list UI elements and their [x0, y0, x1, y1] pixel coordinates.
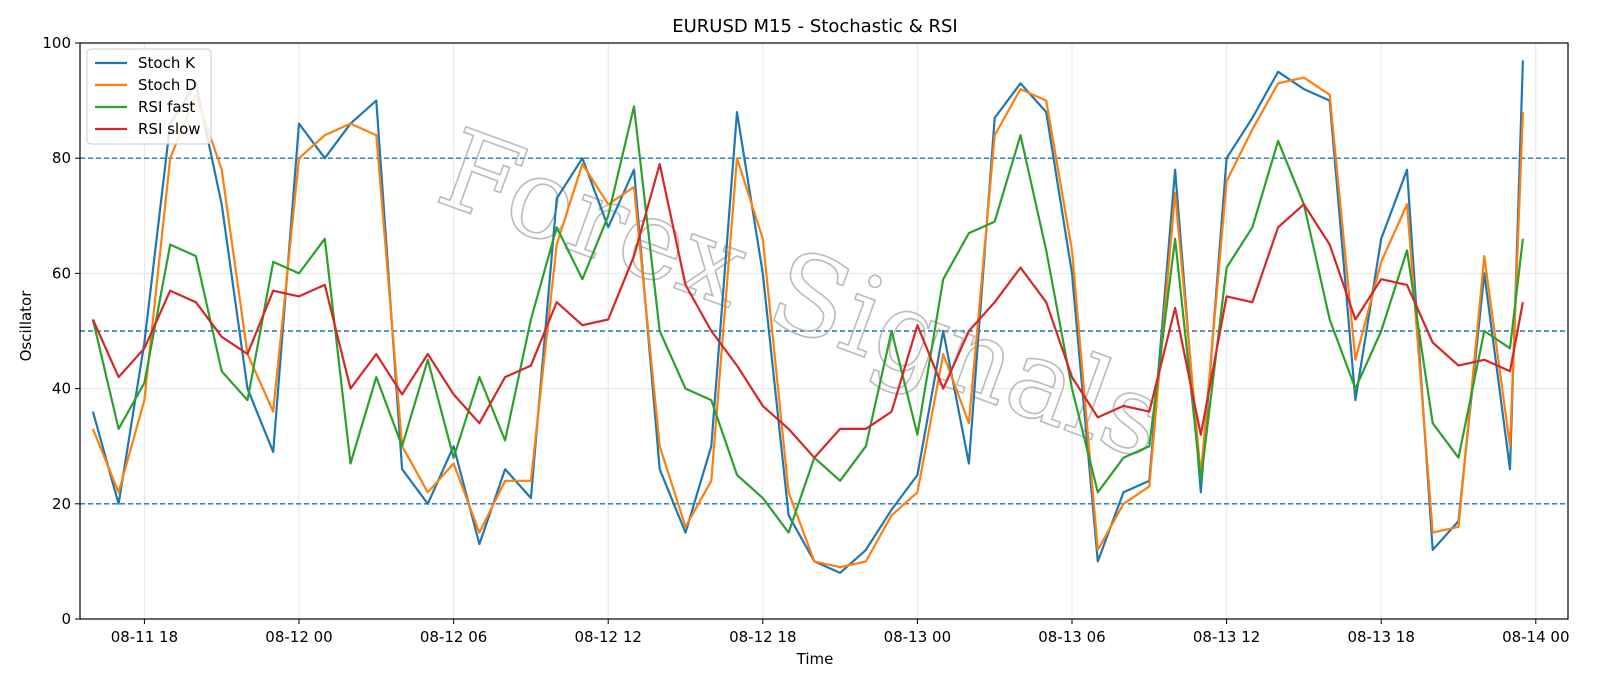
x-tick-label: 08-13 12	[1193, 628, 1260, 646]
legend-box	[86, 48, 212, 145]
y-tick-label: 20	[52, 495, 71, 513]
x-tick-label: 08-14 00	[1502, 628, 1569, 646]
legend-item: RSI fast	[95, 98, 195, 116]
y-tick-label: 60	[52, 264, 71, 282]
legend-label: RSI fast	[138, 98, 195, 116]
x-tick-label: 08-12 12	[574, 628, 641, 646]
plot-frame	[79, 42, 1569, 620]
y-tick-label: 40	[52, 380, 71, 398]
legend-label: Stoch D	[138, 76, 197, 94]
series-line-stoch-d	[91, 76, 1524, 569]
legend-item: Stoch K	[95, 54, 196, 72]
x-axis-title: Time	[796, 650, 834, 668]
series-lines	[91, 60, 1524, 575]
chart-title: EURUSD M15 - Stochastic & RSI	[672, 16, 958, 37]
legend-label: Stoch K	[138, 54, 196, 72]
legend-item: RSI slow	[95, 120, 201, 138]
x-axis-ticks: 08-11 18 08-12 00 08-12 06 08-12 12 08-12 18…	[111, 619, 1570, 646]
y-axis-ticks: 0 20 40 60 80 100	[42, 34, 80, 628]
y-tick-label: 0	[61, 610, 71, 628]
y-tick-label: 100	[42, 34, 71, 52]
x-tick-label: 08-12 00	[265, 628, 332, 646]
legend: Stoch K Stoch D RSI fast RSI slow	[86, 48, 212, 145]
legend-item: Stoch D	[95, 76, 197, 94]
series-line-rsi-slow	[91, 162, 1524, 459]
y-tick-label: 80	[52, 149, 71, 167]
legend-label: RSI slow	[138, 120, 201, 138]
threshold-lines	[80, 157, 1568, 505]
y-axis-title: Oscillator	[17, 290, 35, 362]
x-tick-label: 08-12 06	[420, 628, 487, 646]
x-tick-label: 08-13 06	[1038, 628, 1105, 646]
x-tick-label: 08-13 18	[1347, 628, 1414, 646]
x-tick-label: 08-13 00	[884, 628, 951, 646]
x-tick-label: 08-11 18	[111, 628, 178, 646]
x-tick-label: 08-12 18	[729, 628, 796, 646]
